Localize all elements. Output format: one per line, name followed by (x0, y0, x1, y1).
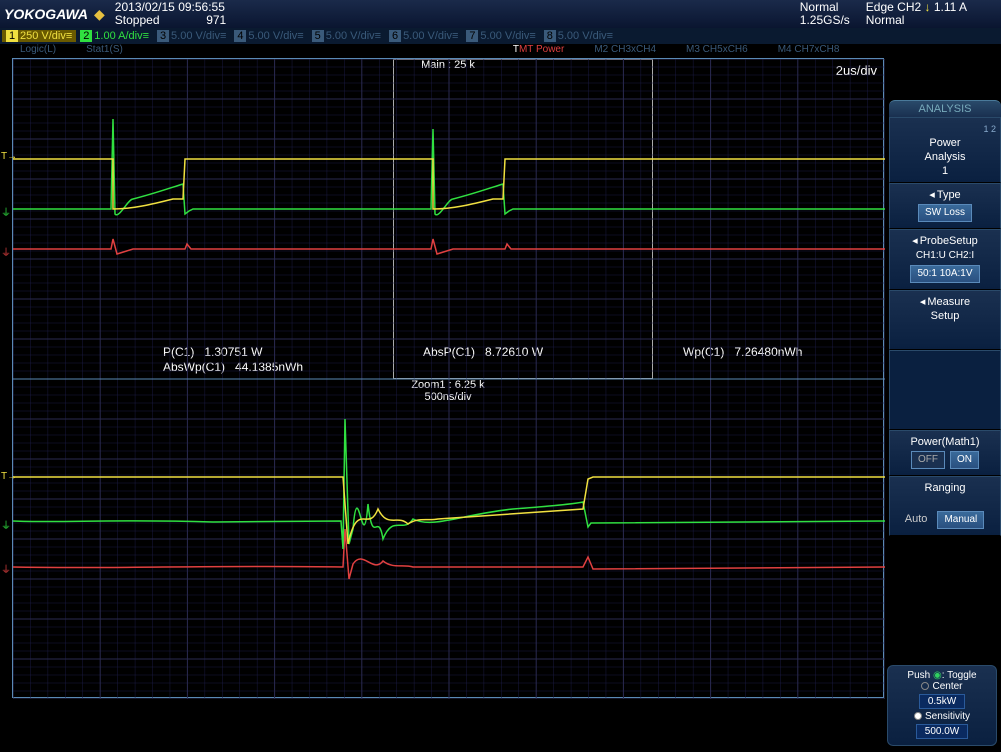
math-gnd-icon: ⏚ (1, 244, 11, 259)
measurement-block-2: AbsP(C1) 8.72610 W (423, 345, 543, 360)
m2-tab[interactable]: M2 CH3xCH4 (594, 44, 656, 58)
power-math-toggle: Power(Math1) OFF ON (889, 430, 1001, 476)
ch1-gnd-icon: T→ (1, 151, 17, 162)
ch3-scale[interactable]: 35.00 V/div≡ (153, 30, 230, 42)
measurement-block-1: P(C1) 1.30751 W AbsWp(C1) 44.1385nWh (163, 345, 303, 375)
submenu-icon: ◂ (920, 295, 926, 309)
ranging-auto-button[interactable]: Auto (905, 513, 928, 525)
timebase-label: 2us/div (836, 63, 877, 78)
math-tabs: Logic(L) Stat1(S) TMT Power M2 CH3xCH4 M… (0, 44, 1001, 58)
ch1-scale[interactable]: 1250 V/div≡ (2, 30, 76, 42)
m4-tab[interactable]: M4 CH7xCH8 (778, 44, 840, 58)
submenu-icon: ◂ (912, 234, 918, 248)
header-bar: YOKOGAWA ◆ 2013/02/15 09:56:55 Stopped 9… (0, 0, 1001, 28)
submenu-icon: ◂ (929, 188, 935, 202)
menu-title-block: 1 2 Power Analysis 1 (889, 117, 1001, 183)
trigger-slope-icon: ↓ (925, 0, 931, 14)
ch2-scale[interactable]: 21.00 A/div≡ (76, 30, 153, 42)
ch4-scale[interactable]: 45.00 V/div≡ (230, 30, 307, 42)
probe-setup-menu-item[interactable]: ◂ProbeSetup CH1:U CH2:I 50:1 10A:1V (889, 229, 1001, 290)
channel-scale-bar: 1250 V/div≡ 21.00 A/div≡ 35.00 V/div≡ 45… (0, 28, 1001, 44)
center-value[interactable]: 0.5kW (919, 694, 965, 709)
ranging-manual-button[interactable]: Manual (937, 511, 984, 529)
knob-icon: ◉ (933, 670, 942, 681)
type-value-button[interactable]: SW Loss (918, 204, 972, 222)
power-on-button[interactable]: ON (950, 451, 979, 469)
power-off-button[interactable]: OFF (911, 451, 945, 469)
center-radio[interactable] (921, 682, 929, 690)
measure-setup-menu-item[interactable]: ◂Measure Setup (889, 290, 1001, 350)
math-gnd-zoom-icon: ⏚ (1, 561, 11, 576)
probe-value-button[interactable]: 50:1 10A:1V (910, 265, 979, 283)
m3-tab[interactable]: M3 CH5xCH6 (686, 44, 748, 58)
trigger-mode: Normal (866, 14, 967, 27)
ch5-scale[interactable]: 55.00 V/div≡ (308, 30, 385, 42)
measurement-block-3: Wp(C1) 7.26480nWh (683, 345, 802, 360)
ch1-gnd-zoom-icon: T→ (1, 471, 17, 482)
menu-tab-header[interactable]: ANALYSIS (889, 100, 1001, 117)
ch8-scale[interactable]: 85.00 V/div≡ (540, 30, 617, 42)
run-status: Stopped (115, 13, 160, 27)
zoom-region-box[interactable] (393, 59, 653, 379)
ch7-scale[interactable]: 75.00 V/div≡ (462, 30, 539, 42)
logo-diamond-icon: ◆ (94, 6, 105, 23)
ch2-gnd-icon: ⏚ (1, 204, 11, 219)
knob-readout: Push ◉: Toggle Center 0.5kW Sensitivity … (887, 665, 997, 746)
sensitivity-radio[interactable] (914, 712, 922, 720)
stat-tab[interactable]: Stat1(S) (86, 44, 123, 58)
menu-spacer (889, 350, 1001, 430)
ch2-gnd-zoom-icon: ⏚ (1, 517, 11, 532)
analysis-menu: ANALYSIS 1 2 Power Analysis 1 ◂Type SW L… (889, 100, 1001, 536)
ch6-scale[interactable]: 65.00 V/div≡ (385, 30, 462, 42)
trigger-src: Edge CH2 (866, 0, 921, 14)
waveform-display[interactable]: 2us/div Main : 25 k Zoom1 : 6.25 k500ns/… (12, 58, 884, 698)
type-menu-item[interactable]: ◂Type SW Loss (889, 183, 1001, 229)
logic-tab[interactable]: Logic(L) (20, 44, 56, 58)
mt-power-tab[interactable]: MT Power (519, 44, 564, 55)
sample-rate: 1.25GS/s (800, 14, 850, 27)
trigger-level: 1.11 A (934, 0, 967, 14)
ranging-toggle: Ranging Auto Manual (889, 476, 1001, 536)
acq-count: 971 (206, 13, 226, 27)
sensitivity-value[interactable]: 500.0W (916, 724, 968, 739)
zoom-record-label: Zoom1 : 6.25 k500ns/div (411, 379, 484, 403)
brand-logo: YOKOGAWA (4, 6, 88, 22)
